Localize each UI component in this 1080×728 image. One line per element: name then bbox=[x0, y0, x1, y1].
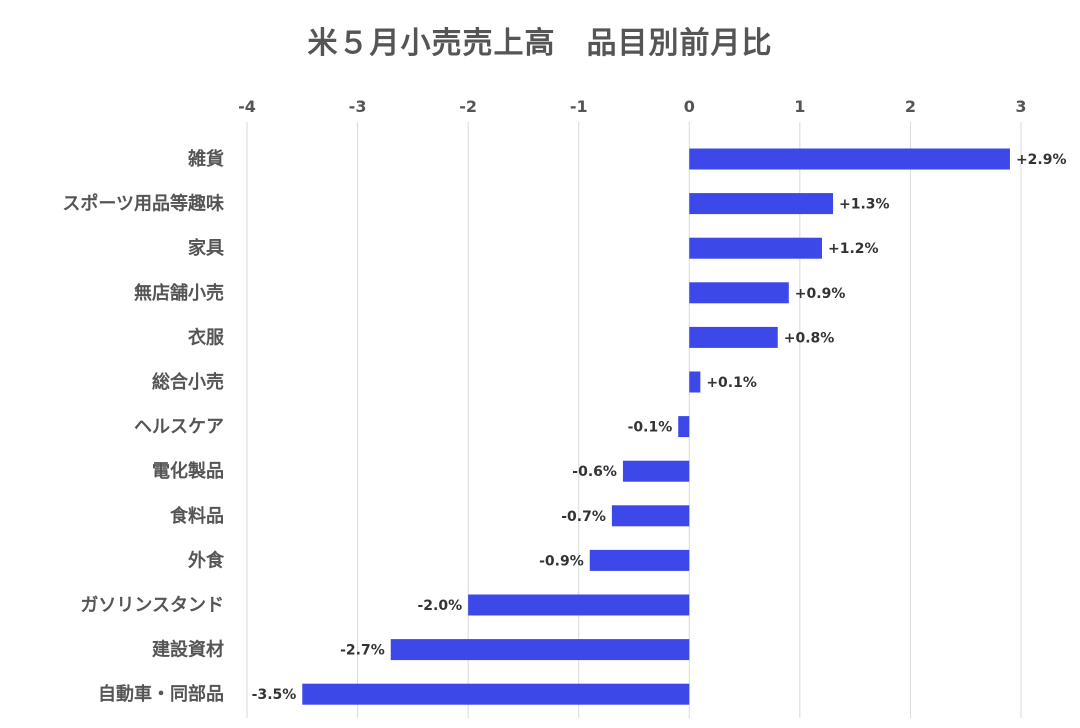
data-label: -2.7% bbox=[340, 643, 385, 659]
x-tick-label: 3 bbox=[1015, 97, 1026, 116]
x-tick-label: 2 bbox=[905, 97, 916, 116]
bar bbox=[689, 237, 822, 259]
category-label: ヘルスケア bbox=[134, 417, 224, 438]
data-label: +1.2% bbox=[828, 241, 879, 257]
bar bbox=[689, 371, 701, 393]
data-label: +1.3% bbox=[839, 197, 890, 213]
x-tick-label: -3 bbox=[349, 97, 367, 116]
bar bbox=[611, 505, 690, 527]
bar bbox=[302, 683, 690, 705]
bar bbox=[622, 460, 690, 482]
bar bbox=[689, 193, 834, 215]
bar bbox=[468, 594, 690, 616]
x-tick-label: -4 bbox=[238, 97, 256, 116]
category-label: 家具 bbox=[188, 237, 224, 259]
category-label: 建設資材 bbox=[152, 639, 224, 661]
category-label: 雑貨 bbox=[187, 148, 224, 170]
data-label: +0.8% bbox=[784, 330, 835, 346]
data-label: -2.0% bbox=[418, 598, 463, 614]
category-label: スポーツ用品等趣味 bbox=[62, 193, 224, 215]
data-label: -0.6% bbox=[572, 464, 617, 480]
x-tick-label: -2 bbox=[459, 97, 477, 116]
category-label: 電化製品 bbox=[152, 460, 224, 482]
data-label: -0.7% bbox=[561, 509, 606, 525]
category-label: 総合小売 bbox=[152, 371, 224, 393]
data-label: -3.5% bbox=[252, 687, 297, 703]
bar bbox=[390, 639, 690, 661]
data-label: -0.1% bbox=[628, 420, 673, 436]
data-label: +0.9% bbox=[795, 286, 846, 302]
data-label: -0.9% bbox=[539, 553, 584, 569]
x-tick-label: -1 bbox=[570, 97, 588, 116]
data-label: +0.1% bbox=[706, 375, 757, 391]
data-label: +2.9% bbox=[1016, 152, 1067, 168]
category-label: ガソリンスタンド bbox=[80, 595, 224, 616]
bar bbox=[689, 148, 1010, 170]
x-tick-label: 1 bbox=[794, 97, 805, 116]
bar bbox=[689, 326, 778, 348]
category-label: 無店舗小売 bbox=[134, 282, 224, 304]
category-label: 食料品 bbox=[169, 505, 224, 527]
chart-title: 米５月小売売上高 品目別前月比 bbox=[307, 26, 773, 61]
x-tick-label: 0 bbox=[684, 97, 695, 116]
bar bbox=[589, 549, 690, 571]
bar bbox=[678, 416, 690, 438]
bar bbox=[689, 282, 789, 304]
category-label: 自動車・同部品 bbox=[98, 683, 224, 705]
category-label: 衣服 bbox=[188, 326, 225, 348]
category-label: 外食 bbox=[188, 549, 225, 571]
